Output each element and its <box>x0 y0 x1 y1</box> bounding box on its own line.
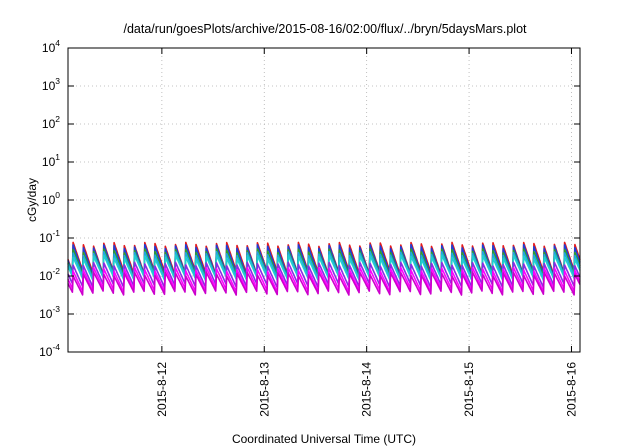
y-tick-label: 10-1 <box>39 228 60 245</box>
ticks <box>68 47 580 353</box>
y-tick-label: 103 <box>42 76 60 93</box>
series-line <box>67 254 581 282</box>
y-tick-label: 104 <box>42 38 60 55</box>
x-tick-label: 2015-8-13 <box>257 362 271 417</box>
y-tick-labels: 10-4 10-3 10-2 10-1 100 101 102 103 104 <box>39 38 60 359</box>
chart-title: /data/run/goesPlots/archive/2015-08-16/0… <box>123 22 527 36</box>
y-axis-label: cGy/day <box>25 178 39 222</box>
series-line <box>67 266 581 293</box>
series-line <box>67 261 581 289</box>
y-tick-label: 10-3 <box>39 304 60 321</box>
x-tick-label: 2015-8-15 <box>462 362 476 417</box>
x-axis-label: Coordinated Universal Time (UTC) <box>232 432 416 446</box>
x-tick-label: 2015-8-12 <box>155 362 169 417</box>
y-tick-label: 101 <box>42 152 60 169</box>
x-tick-labels: 2015-8-12 2015-8-13 2015-8-14 2015-8-15 2015… <box>155 362 579 417</box>
x-tick-label: 2015-8-16 <box>564 362 578 417</box>
grid <box>68 48 580 352</box>
y-tick-label: 10-4 <box>39 342 60 359</box>
y-tick-label: 102 <box>42 114 60 131</box>
x-tick-label: 2015-8-14 <box>360 362 374 417</box>
y-tick-label: 10-2 <box>39 266 60 283</box>
series-line <box>67 271 581 296</box>
y-tick-label: 100 <box>42 190 60 207</box>
series-group <box>67 241 581 296</box>
